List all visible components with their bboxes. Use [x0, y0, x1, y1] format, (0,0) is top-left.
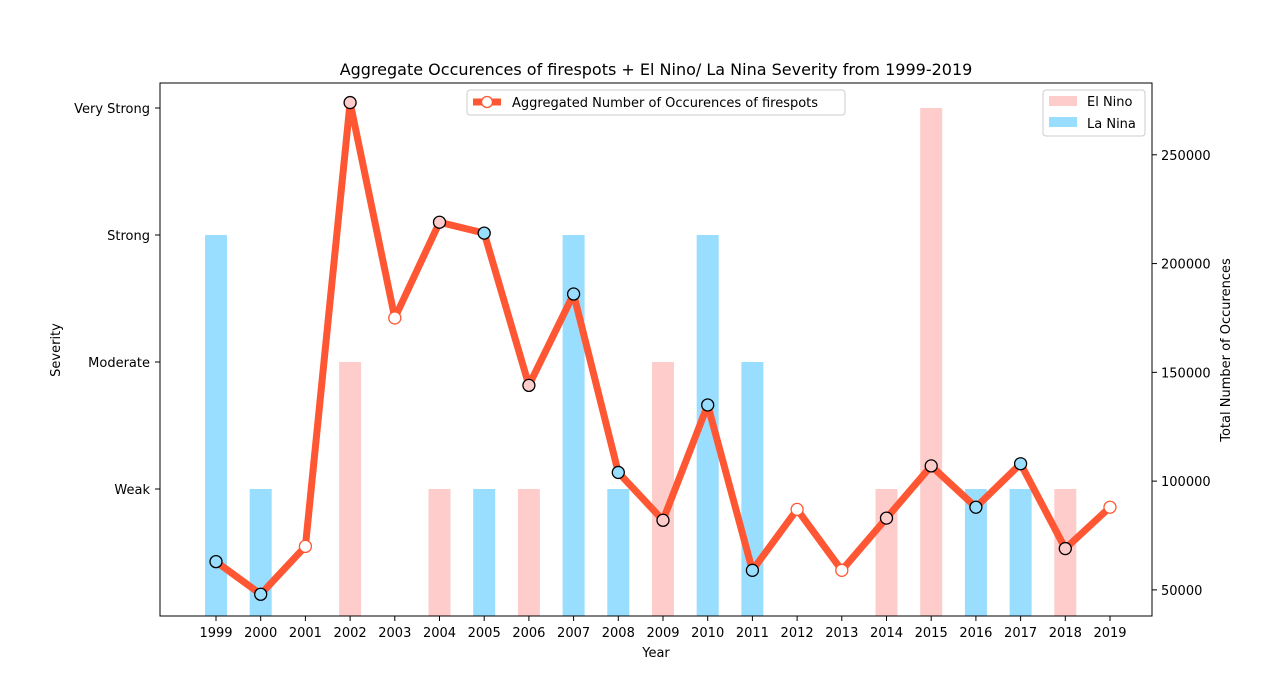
right-y-tick-label: 50000 — [1161, 584, 1202, 599]
firespots-point — [611, 465, 625, 480]
el-nino-bar — [428, 489, 451, 616]
firespots-point — [298, 539, 313, 554]
firespots-point — [1013, 457, 1028, 471]
la-nina-bar — [205, 235, 227, 616]
firespots-point — [879, 511, 894, 525]
x-tick-label: 2007 — [557, 626, 590, 641]
x-tick-label: 2015 — [915, 626, 948, 641]
firespots-point — [790, 502, 804, 517]
la-nina-bar — [741, 362, 764, 616]
legend-bars: El Nino La Nina — [1042, 89, 1146, 137]
right-y-tick-label: 150000 — [1161, 366, 1211, 381]
x-tick-label: 2008 — [602, 626, 635, 641]
x-tick-label: 2005 — [468, 626, 501, 641]
firespots-point — [835, 563, 849, 577]
la-nina-bar — [696, 235, 719, 616]
la-nina-bar — [1009, 489, 1032, 616]
left-y-tick-label: Very Strong — [74, 102, 150, 117]
x-tick-label: 2014 — [870, 626, 903, 641]
firespots-point — [343, 95, 357, 110]
x-tick-label: 2004 — [423, 626, 456, 641]
el-nino-bar — [339, 362, 362, 616]
x-tick-label: 2017 — [1004, 626, 1037, 641]
firespots-point — [566, 287, 581, 301]
bar-layer — [205, 108, 1077, 616]
firespots-point — [209, 554, 223, 569]
x-tick-label: 2010 — [691, 626, 724, 641]
la-nina-bar — [473, 489, 496, 616]
legend-la-nina-label: La Nina — [1087, 117, 1136, 132]
firespots-point — [924, 459, 938, 473]
x-tick-label: 2000 — [244, 626, 277, 641]
firespots-point — [1103, 500, 1117, 514]
firespots-point — [388, 311, 402, 325]
line-layer — [209, 95, 1117, 601]
firespots-point — [701, 398, 715, 412]
x-tick-label: 2006 — [512, 626, 545, 641]
la-nina-bar — [964, 489, 987, 616]
x-tick-label: 2002 — [334, 626, 367, 641]
axes: 1999 2000 2001 2002 2003 2004 2005 2006 2007 2008… — [74, 82, 1211, 641]
legend-el-nino-label: El Nino — [1087, 95, 1133, 110]
firespots-point — [656, 513, 670, 527]
legend-line-marker — [480, 95, 494, 109]
x-tick-label: 2003 — [378, 626, 411, 641]
firespots-point — [477, 226, 491, 240]
x-tick-label: 2013 — [825, 626, 858, 641]
firespots-point — [432, 215, 447, 229]
left-y-tick-label: Weak — [114, 483, 150, 498]
plot-frame — [159, 82, 1153, 617]
x-tick-label: 2016 — [959, 626, 992, 641]
left-y-tick-label: Moderate — [88, 356, 150, 371]
legend-el-nino-swatch — [1049, 96, 1077, 106]
right-y-tick-label: 100000 — [1161, 475, 1211, 490]
right-y-tick-label: 200000 — [1161, 258, 1211, 273]
x-axis-label: Year — [641, 646, 670, 661]
x-tick-label: 1999 — [199, 626, 232, 641]
legend-la-nina-swatch — [1049, 117, 1077, 127]
legend-line-box — [466, 89, 846, 116]
x-tick-label: 2018 — [1049, 626, 1082, 641]
chart-title: Aggregate Occurences of firespots + El N… — [340, 60, 973, 79]
firespots-point — [745, 563, 760, 577]
legend-line-label: Aggregated Number of Occurences of fires… — [512, 96, 818, 111]
firespots-point — [969, 500, 983, 514]
x-tick-label: 2009 — [646, 626, 679, 641]
el-nino-bar — [920, 108, 943, 616]
left-y-axis-label: Severity — [49, 323, 64, 377]
legend-line: Aggregated Number of Occurences of fires… — [466, 89, 846, 116]
x-tick-label: 2001 — [289, 626, 322, 641]
firespots-point — [1058, 541, 1072, 556]
la-nina-bar — [607, 489, 630, 616]
el-nino-bar — [652, 362, 674, 616]
right-y-tick-label: 250000 — [1161, 149, 1211, 164]
firespots-point — [522, 378, 536, 393]
x-tick-label: 2011 — [736, 626, 769, 641]
right-y-axis-label: Total Number of Occurences — [1219, 258, 1234, 443]
el-nino-bar — [517, 489, 540, 616]
firespots-point — [254, 587, 268, 601]
x-tick-label: 2012 — [781, 626, 814, 641]
x-tick-label: 2019 — [1093, 626, 1126, 641]
left-y-tick-label: Strong — [107, 229, 150, 244]
